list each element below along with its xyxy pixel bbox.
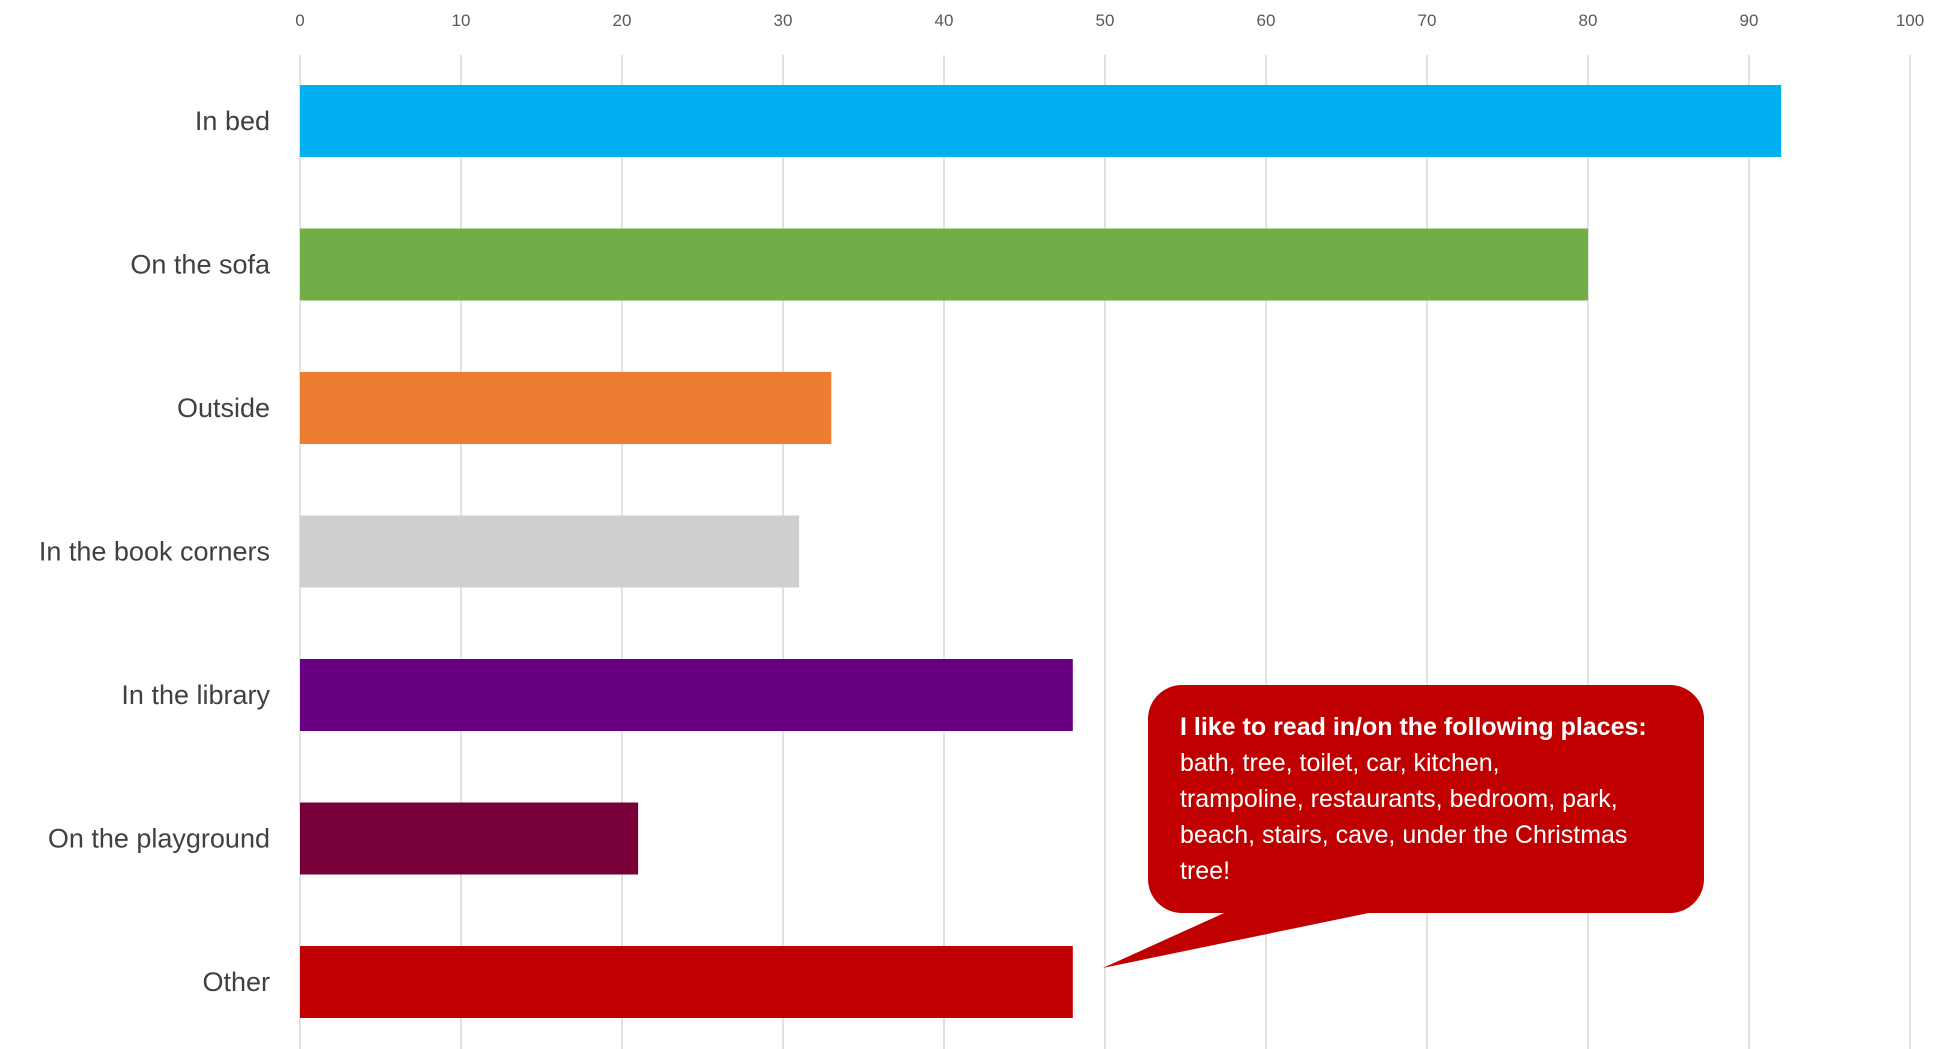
x-tick-label: 40 [935, 11, 954, 30]
bar [300, 228, 1588, 301]
callout-text-line: trampoline, restaurants, bedroom, park, [1180, 785, 1618, 813]
x-tick-label: 30 [774, 11, 793, 30]
category-label: Outside [177, 393, 270, 423]
callout-title: I like to read in/on the following place… [1180, 713, 1647, 741]
x-tick-label: 70 [1418, 11, 1437, 30]
x-tick-label: 0 [295, 11, 304, 30]
x-tick-label: 20 [613, 11, 632, 30]
callout-annotation: I like to read in/on the following place… [1102, 685, 1704, 968]
bar [300, 802, 639, 875]
category-label: On the playground [48, 824, 270, 854]
gridlines [299, 55, 1911, 1049]
category-label: In bed [195, 106, 270, 136]
category-label: In the book corners [39, 537, 270, 567]
bar [300, 659, 1073, 731]
callout-box [1148, 685, 1704, 913]
x-tick-label: 100 [1896, 11, 1924, 30]
category-labels: In bed On the sofa Outside In the book corn… [39, 106, 271, 997]
x-tick-label: 10 [452, 11, 471, 30]
category-label: On the sofa [130, 250, 271, 280]
callout-text-line: bath, tree, toilet, car, kitchen, [1180, 749, 1500, 777]
bars [300, 85, 1782, 1018]
x-tick-label: 80 [1579, 11, 1598, 30]
x-tick-label: 60 [1257, 11, 1276, 30]
x-axis-tick-labels: 0 10 20 30 40 50 60 70 80 90 100 [295, 11, 1924, 30]
bar [300, 946, 1073, 1018]
bar [300, 85, 1782, 157]
bar [300, 372, 832, 444]
bar [300, 515, 800, 588]
callout-text-line: beach, stairs, cave, under the Christmas [1180, 821, 1627, 849]
x-tick-label: 90 [1740, 11, 1759, 30]
category-label: In the library [121, 680, 270, 710]
category-label: Other [202, 967, 270, 997]
callout-text-line: tree! [1180, 857, 1230, 885]
callout-pointer [1102, 909, 1388, 968]
x-tick-label: 50 [1096, 11, 1115, 30]
